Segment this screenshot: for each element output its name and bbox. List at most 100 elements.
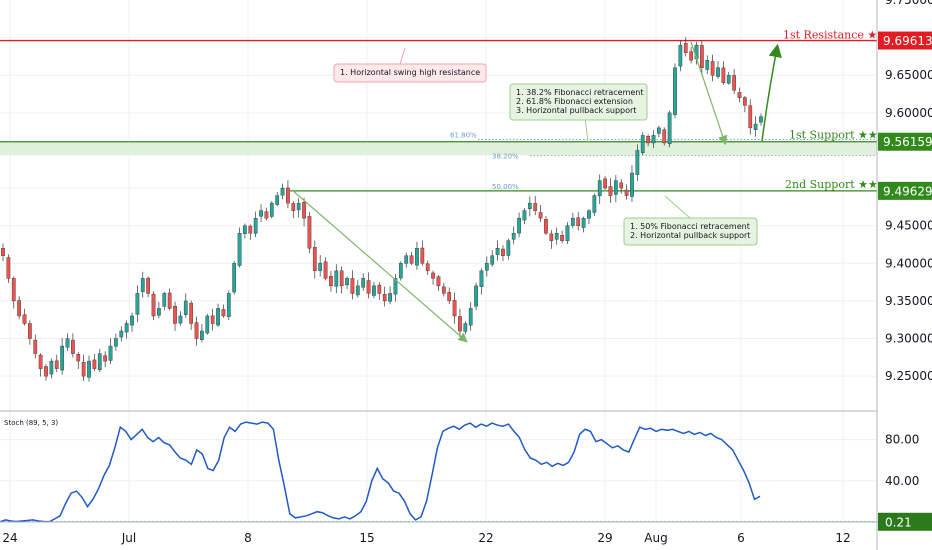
candle-body	[114, 338, 118, 347]
candle	[415, 241, 419, 270]
candle-body	[334, 270, 339, 287]
candle-body	[415, 248, 419, 266]
candle	[151, 291, 156, 321]
candle-body	[355, 285, 360, 296]
candle-body	[345, 278, 349, 286]
candle	[183, 293, 188, 318]
price-tick-label: 9.30000	[885, 332, 932, 346]
candle-body	[253, 217, 258, 234]
candle	[673, 63, 677, 119]
price-tick-label: 9.25000	[885, 369, 932, 383]
candle-body	[108, 345, 113, 361]
candle-body	[560, 235, 564, 241]
candle-body	[339, 270, 344, 287]
candle	[393, 274, 398, 302]
candle-body	[743, 97, 747, 106]
candle-body	[259, 210, 263, 217]
candle	[226, 290, 231, 321]
candle	[640, 132, 645, 155]
candle	[372, 281, 376, 299]
candle-body	[167, 292, 172, 309]
candle	[146, 276, 151, 298]
candle-body	[527, 202, 532, 209]
candle	[554, 227, 559, 245]
candle	[592, 193, 597, 217]
time-tick-label: 29	[597, 531, 612, 545]
candle	[630, 165, 634, 203]
candle	[721, 61, 726, 85]
candle	[737, 87, 742, 103]
price-tick-label: 9.75000	[885, 0, 932, 7]
callout-text-line: 1. 38.2% Fibonacci retracement	[516, 88, 644, 97]
candle-body	[124, 323, 129, 333]
candle-body	[38, 354, 43, 369]
candle-body	[549, 233, 554, 241]
candle	[210, 308, 215, 331]
candle-body	[366, 280, 371, 294]
candle-body	[232, 263, 237, 293]
candle	[506, 238, 511, 260]
candle	[22, 308, 27, 326]
candle-body	[710, 61, 715, 76]
candle-body	[243, 225, 247, 234]
level-tag-bg	[878, 132, 932, 151]
candle-body	[656, 127, 661, 134]
time-tick-label: 6	[737, 531, 745, 545]
candle-body	[640, 135, 645, 153]
candle	[296, 198, 301, 218]
candle-body	[619, 182, 624, 189]
candle-body	[554, 233, 559, 240]
candle-body	[538, 212, 543, 219]
candle	[624, 184, 629, 200]
price-tick-label: 9.35000	[885, 294, 932, 308]
candle-body	[721, 67, 726, 83]
candle	[119, 326, 124, 342]
candle-body	[506, 240, 511, 256]
candle-body	[194, 322, 199, 339]
candle	[71, 333, 75, 358]
candle	[334, 264, 339, 294]
candle-body	[302, 202, 306, 219]
callout-pointer	[584, 116, 589, 143]
candle-body	[420, 247, 425, 264]
candle	[200, 323, 204, 343]
candle	[114, 333, 118, 351]
candle	[683, 37, 688, 57]
candle	[388, 286, 392, 305]
candle	[452, 292, 457, 324]
candle	[361, 273, 366, 291]
candle	[468, 302, 473, 331]
time-tick-label: Aug	[644, 531, 667, 545]
candle	[280, 183, 285, 200]
candle-body	[146, 277, 151, 294]
candle	[253, 211, 258, 238]
candle	[458, 308, 462, 338]
candle-body	[183, 300, 188, 315]
candle-body	[76, 354, 81, 362]
candle-body	[318, 263, 323, 271]
time-tick-label: 12	[835, 531, 850, 545]
candle	[275, 192, 280, 207]
candle	[17, 296, 21, 320]
candle	[135, 285, 140, 323]
candle-body	[286, 187, 290, 204]
candle-body	[248, 225, 253, 234]
candle-body	[479, 270, 484, 287]
candle-body	[753, 123, 758, 130]
candle-body	[87, 360, 91, 378]
candle-body	[635, 150, 640, 175]
candle-body	[490, 255, 495, 265]
candle	[318, 255, 323, 277]
candle-body	[737, 92, 742, 98]
candle-body	[269, 202, 274, 217]
candle	[162, 291, 167, 311]
stoch-tag-label: 0.21	[885, 515, 912, 529]
candle-body	[28, 323, 32, 339]
candle	[431, 270, 435, 285]
candle	[635, 144, 640, 181]
candle	[140, 271, 145, 298]
candle-body	[431, 272, 435, 279]
price-tick-label: 9.40000	[885, 256, 932, 270]
